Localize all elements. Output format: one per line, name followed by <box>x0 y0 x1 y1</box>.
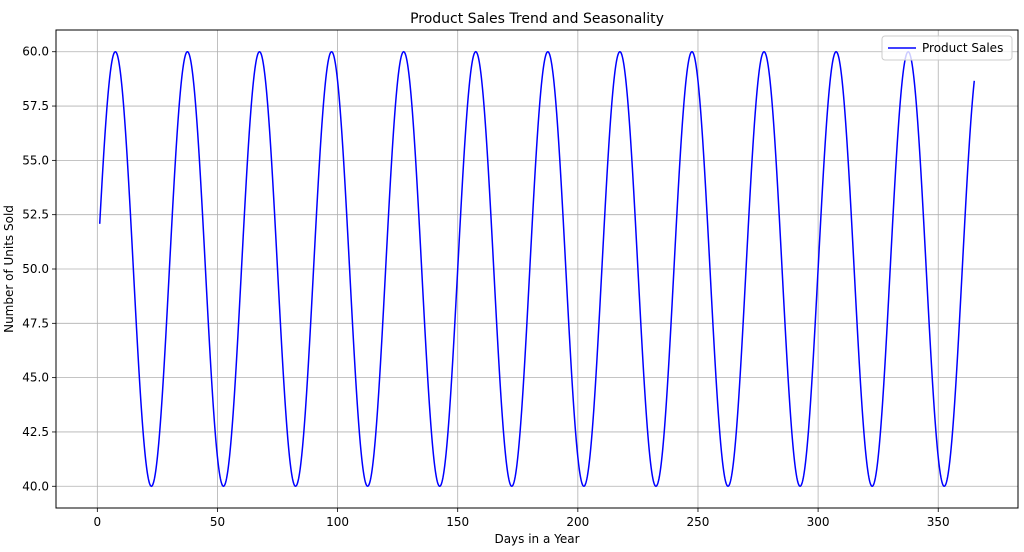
x-tick-label: 350 <box>927 515 950 529</box>
y-tick-label: 42.5 <box>22 425 49 439</box>
legend: Product Sales <box>881 35 1013 61</box>
x-tick-label: 300 <box>807 515 830 529</box>
y-tick-label: 50.0 <box>22 262 49 276</box>
x-axis: 0 50 100 150 200 250 300 350 <box>94 508 950 529</box>
x-tick-label: 50 <box>210 515 225 529</box>
x-axis-label: Days in a Year <box>494 532 579 546</box>
y-axis: 40.0 42.5 45.0 47.5 50.0 52.5 55.0 57.5 60.0 <box>22 45 56 493</box>
legend-label: Product Sales <box>922 41 1003 55</box>
legend-box <box>881 35 1013 61</box>
y-tick-label: 52.5 <box>22 208 49 222</box>
series-line <box>98 50 976 488</box>
chart-title: Product Sales Trend and Seasonality <box>410 11 664 27</box>
y-tick-label: 55.0 <box>22 153 49 167</box>
y-tick-label: 57.5 <box>22 99 49 113</box>
x-tick-label: 150 <box>446 515 469 529</box>
grid <box>56 30 1018 508</box>
y-tick-label: 40.0 <box>22 479 49 493</box>
y-tick-label: 60.0 <box>22 45 49 59</box>
x-tick-label: 100 <box>326 515 349 529</box>
x-tick-label: 200 <box>566 515 589 529</box>
series-layer <box>98 50 976 488</box>
x-tick-label: 250 <box>687 515 710 529</box>
x-tick-label: 0 <box>94 515 102 529</box>
y-axis-label: Number of Units Sold <box>2 205 16 333</box>
y-tick-label: 47.5 <box>22 316 49 330</box>
y-tick-label: 45.0 <box>22 371 49 385</box>
